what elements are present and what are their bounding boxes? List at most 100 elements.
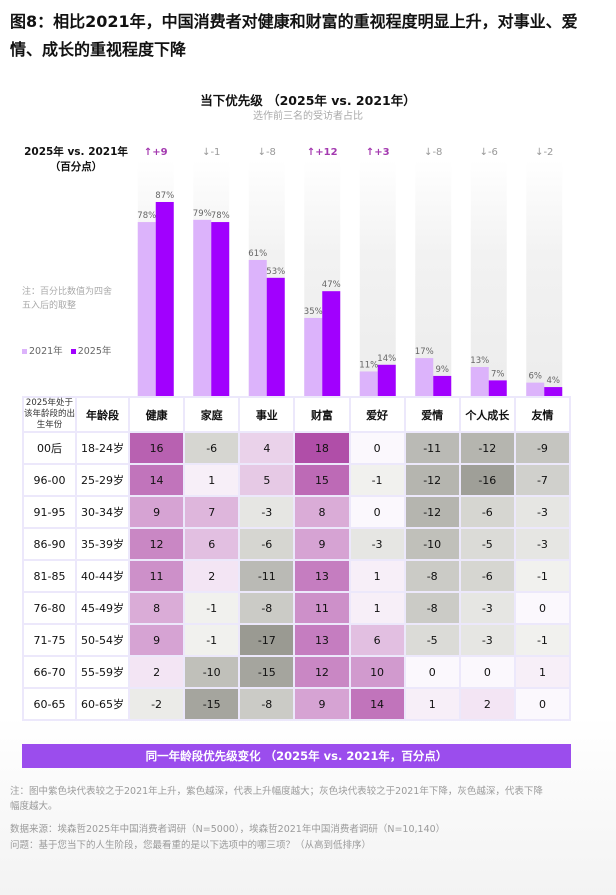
age-cell: 35-39岁 [75, 527, 130, 561]
birth-cell: 86-90 [22, 527, 77, 561]
column-header: 爱好 [348, 396, 406, 433]
footer-question: 问题：基于您当下的人生阶段，您最看重的是以下选项中的哪三项？（从高到低排序） [10, 840, 372, 851]
heat-cell: -17 [238, 623, 296, 657]
bar-2025年 [433, 375, 452, 396]
heat-cell: 4 [238, 431, 296, 465]
heat-cell: -12 [403, 463, 461, 497]
chart-subtitle: 选作前三名的受访者占比 [253, 111, 363, 122]
heat-cell: -15 [183, 687, 241, 721]
birth-cell: 81-85 [22, 559, 77, 593]
heat-cell: 1 [348, 559, 406, 593]
value-label: 6% [529, 372, 543, 382]
heat-cell: -1 [513, 623, 572, 657]
birth-cell: 71-75 [22, 623, 77, 657]
bar-2021年 [137, 222, 156, 396]
heat-cell: -1 [183, 591, 241, 625]
value-label: 78% [211, 211, 230, 221]
heat-cell: 14 [127, 463, 186, 497]
value-label: 87% [155, 191, 174, 201]
value-label: 53% [266, 267, 285, 277]
table-row: 00后 18-24岁 16 -6 4 18 0 -11 -12 -9 [22, 431, 572, 465]
column-background [415, 160, 452, 396]
bar-2021年 [415, 358, 434, 396]
bar-2025年 [211, 222, 230, 396]
column-header: 事业 [238, 396, 296, 433]
heat-cell: -16 [458, 463, 516, 497]
heat-cell: -6 [458, 559, 516, 593]
heat-cell: -10 [403, 527, 461, 561]
legend-2021: 2021年 [22, 343, 63, 357]
change-label: ↓-8 [258, 147, 276, 158]
heat-cell: 5 [238, 463, 296, 497]
heat-cell: 12 [293, 655, 351, 689]
value-label: 13% [470, 356, 489, 366]
value-label: 61% [248, 249, 267, 259]
heat-cell: -12 [458, 431, 516, 465]
heat-cell: 15 [293, 463, 351, 497]
change-label: ↑+9 [144, 147, 168, 158]
heat-cell: -8 [403, 559, 461, 593]
heat-cell: -9 [513, 431, 572, 465]
value-label: 11% [359, 360, 378, 370]
column-header: 财富 [293, 396, 351, 433]
value-label: 14% [377, 354, 396, 364]
heat-cell: -2 [127, 687, 186, 721]
age-cell: 18-24岁 [75, 431, 130, 465]
heat-cell: 0 [348, 495, 406, 529]
heat-cell: 13 [293, 559, 351, 593]
heat-cell: -6 [238, 527, 296, 561]
heat-cell: -7 [513, 463, 572, 497]
heatmap-title: 同一年龄段优先级变化 （2025年 vs. 2021年，百分点） [22, 744, 571, 768]
heat-cell: -3 [238, 495, 296, 529]
heat-cell: 10 [348, 655, 406, 689]
value-label: 79% [193, 209, 212, 219]
heat-cell: 0 [513, 687, 572, 721]
table-row: 91-95 30-34岁 9 7 -3 8 0 -12 -6 -3 [22, 495, 572, 529]
bar-2021年 [304, 317, 323, 396]
birth-cell: 66-70 [22, 655, 77, 689]
bar-2021年 [193, 219, 212, 396]
heat-cell: -6 [458, 495, 516, 529]
age-header: 年龄段 [75, 396, 130, 433]
change-label: ↓-2 [535, 147, 553, 158]
heat-cell: 8 [293, 495, 351, 529]
birth-cell: 00后 [22, 431, 77, 465]
heat-cell: -3 [458, 591, 516, 625]
heatmap-table: 2025年处于该年龄段的出生年份 年龄段 健康 家庭 事业 财富 爱好 爱情 个人成长 友情 … [22, 396, 572, 721]
heat-cell: 9 [293, 687, 351, 721]
heat-cell: 6 [183, 527, 241, 561]
heat-cell: -8 [403, 591, 461, 625]
table-row: 76-80 45-49岁 8 -1 -8 11 1 -8 -3 0 [22, 591, 572, 625]
heat-cell: 9 [293, 527, 351, 561]
footer-note: 注：图中紫色块代表较之于2021年上升，紫色越深，代表上升幅度越大；灰色块代表较… [10, 786, 543, 812]
bar-chart: ↑+978%87%↓-179% 78%↓-861%53%↑+1235%47%↑+3… [137, 147, 563, 396]
column-background [470, 160, 507, 396]
column-header: 友情 [513, 396, 572, 433]
birth-cell: 96-00 [22, 463, 77, 497]
age-cell: 50-54岁 [75, 623, 130, 657]
heat-cell: 8 [127, 591, 186, 625]
birth-cell: 91-95 [22, 495, 77, 529]
birth-cell: 76-80 [22, 591, 77, 625]
legend-2025: 2025年 [70, 343, 111, 357]
table-row: 96-00 25-29岁 14 1 5 15 -1 -12 -16 -7 [22, 463, 572, 497]
column-header: 个人成长 [458, 396, 516, 433]
age-cell: 25-29岁 [75, 463, 130, 497]
legend: 2021年 2025年 [22, 343, 111, 357]
heat-cell: -3 [348, 527, 406, 561]
heat-cell: -6 [183, 431, 241, 465]
heat-cell: 11 [293, 591, 351, 625]
bar-2025年 [322, 291, 341, 396]
change-label: ↓-6 [480, 147, 498, 158]
value-label: 7% [491, 369, 505, 379]
heat-cell: -15 [238, 655, 296, 689]
heat-cell: 2 [183, 559, 241, 593]
table-row: 60-65 60-65岁 -2 -15 -8 9 14 1 2 0 [22, 687, 572, 721]
heat-cell: 13 [293, 623, 351, 657]
birth-cell: 60-65 [22, 687, 77, 721]
birth-year-header: 2025年处于该年龄段的出生年份 [22, 396, 77, 433]
heat-cell: 11 [127, 559, 186, 593]
heat-cell: -3 [513, 527, 572, 561]
column-background [526, 160, 563, 396]
heat-cell: -3 [513, 495, 572, 529]
